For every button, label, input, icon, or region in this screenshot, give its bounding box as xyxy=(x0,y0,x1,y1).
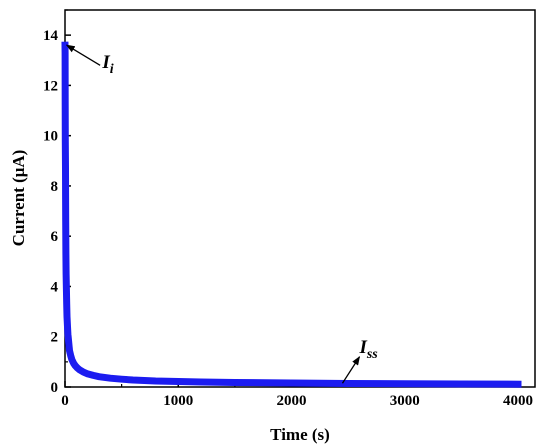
x-tick-label: 1000 xyxy=(163,393,193,409)
plot-frame xyxy=(64,9,536,388)
x-tick-label: 2000 xyxy=(277,393,307,409)
data-point xyxy=(64,331,71,338)
annotation-subscript: ss xyxy=(366,347,378,362)
x-tick-label: 4000 xyxy=(503,393,533,409)
annotation-label: Iss xyxy=(358,337,378,362)
y-tick-label: 6 xyxy=(51,229,59,245)
x-axis-title: Time (s) xyxy=(270,425,330,444)
annotation-main: I xyxy=(358,337,367,358)
annotation-subscript: i xyxy=(110,62,114,77)
data-point xyxy=(63,301,70,308)
data-point xyxy=(62,218,69,225)
data-point xyxy=(65,336,72,343)
data-point xyxy=(62,250,69,257)
y-tick-label: 0 xyxy=(51,380,59,396)
data-point xyxy=(62,49,69,56)
y-tick-label: 8 xyxy=(51,179,59,195)
data-point xyxy=(63,285,70,292)
data-point xyxy=(62,137,69,144)
y-axis-title: Current (μA) xyxy=(9,150,28,247)
data-point xyxy=(62,102,69,109)
y-tick-label: 14 xyxy=(43,28,59,44)
axis-ticks: 0 1000 2000 3000 4000 0 2 4 6 8 10 12 14 xyxy=(43,9,533,409)
annotation-arrow xyxy=(65,44,101,66)
series-line-0 xyxy=(61,41,522,388)
data-point xyxy=(65,342,72,349)
annotation-arrow xyxy=(341,355,361,384)
data-point xyxy=(64,323,71,330)
x-tick-label: 0 xyxy=(61,393,69,409)
data-point xyxy=(64,313,71,320)
data-series xyxy=(61,41,522,388)
data-point xyxy=(63,270,70,277)
y-tick-label: 12 xyxy=(43,78,58,94)
x-tick-label: 3000 xyxy=(390,393,420,409)
y-tick-label: 2 xyxy=(51,330,59,346)
annotation-main: I xyxy=(101,52,110,73)
annotation-label: Ii xyxy=(101,52,113,77)
y-tick-label: 10 xyxy=(43,129,58,145)
data-point xyxy=(62,42,68,49)
data-point xyxy=(62,195,69,202)
data-point xyxy=(66,347,73,354)
y-tick-label: 4 xyxy=(51,279,59,295)
data-point xyxy=(62,165,69,172)
